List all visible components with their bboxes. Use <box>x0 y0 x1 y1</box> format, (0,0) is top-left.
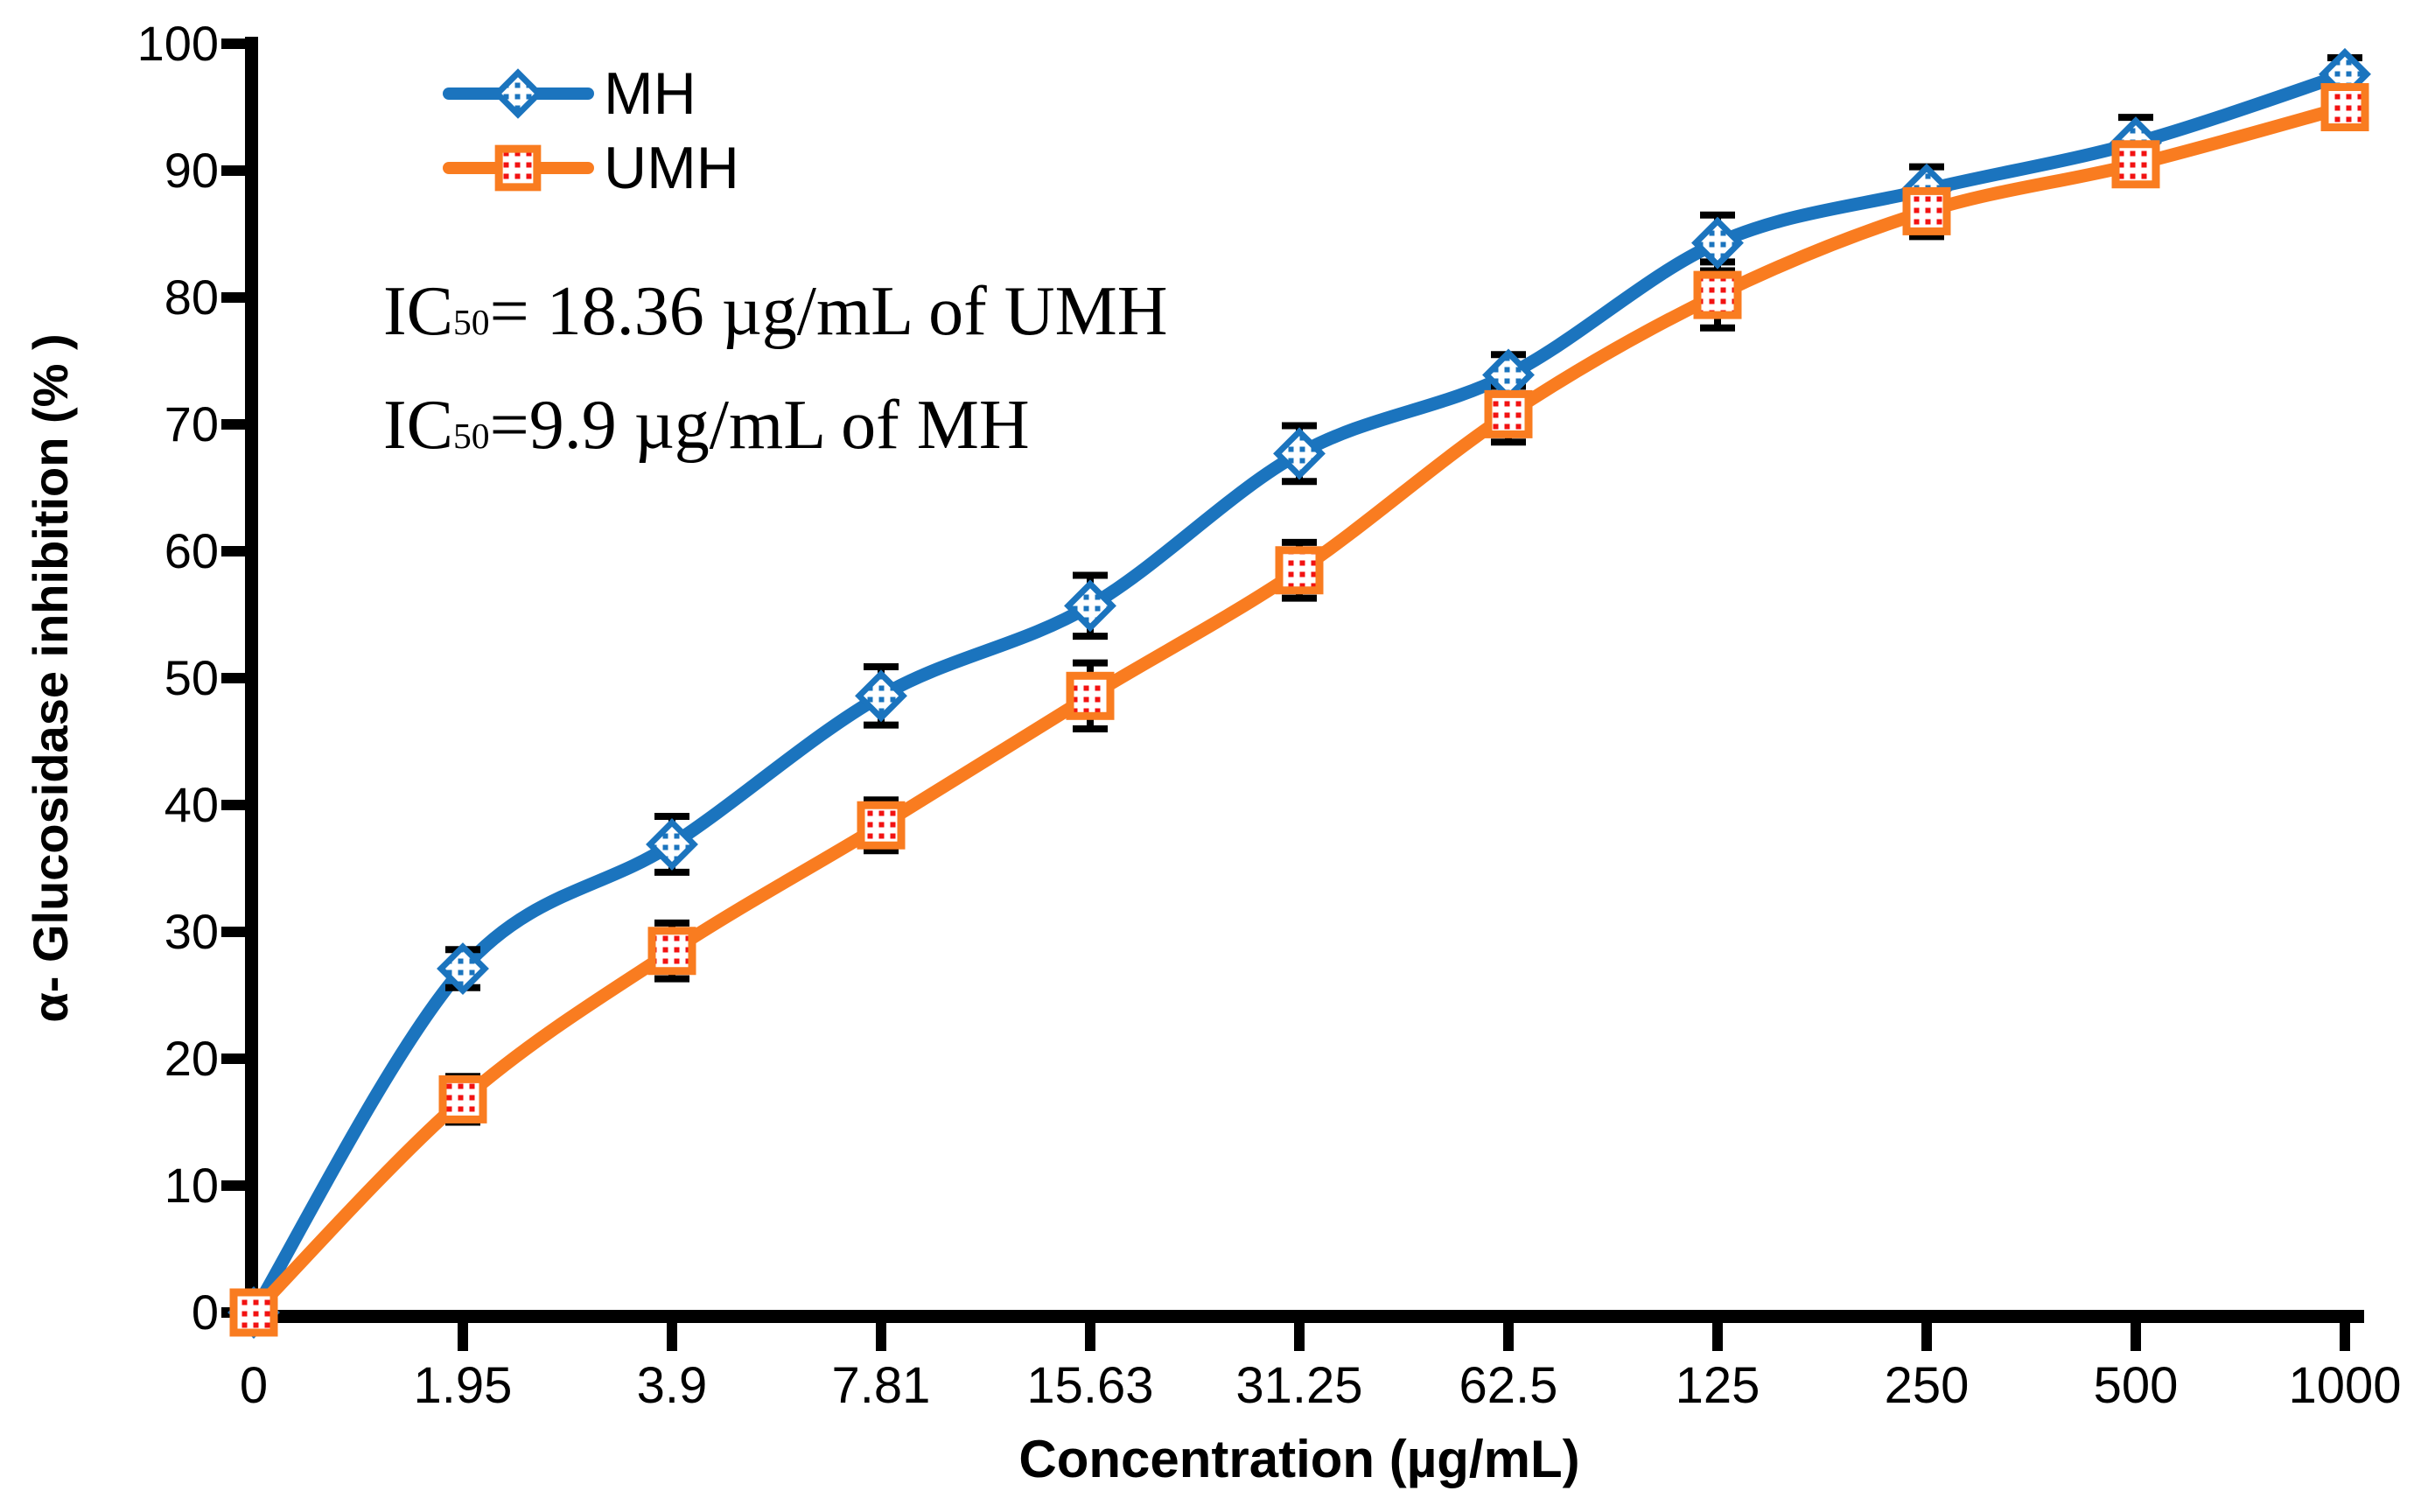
x-tick <box>1712 1323 1723 1351</box>
series-line-MH <box>247 67 2352 1320</box>
y-tick <box>221 419 245 430</box>
x-axis-title: Concentration (µg/mL) <box>1018 1430 1580 1488</box>
y-tick-label: 60 <box>164 523 219 578</box>
x-tick-label: 125 <box>1675 1357 1760 1414</box>
marker-square-UMH <box>2111 140 2160 189</box>
x-axis-line <box>245 1310 2364 1323</box>
annotation-prefix: IC <box>383 273 453 350</box>
y-tick-label: 0 <box>191 1284 219 1340</box>
marker-square-UMH <box>647 927 696 976</box>
x-tick <box>667 1323 677 1351</box>
y-tick <box>221 165 245 176</box>
x-tick-label: 7.81 <box>831 1357 931 1414</box>
annotation-text: = 18.36 µg/mL of UMH <box>489 273 1168 350</box>
x-tick-label: 1000 <box>2288 1357 2402 1414</box>
annotation-prefix: IC <box>383 387 453 464</box>
y-tick <box>221 1054 245 1064</box>
x-tick-label: 1.95 <box>413 1357 513 1414</box>
y-tick <box>221 673 245 683</box>
y-axis-line <box>245 37 258 1323</box>
y-tick-label: 40 <box>164 777 219 832</box>
y-tick-label: 20 <box>164 1031 219 1086</box>
x-tick-label: 3.9 <box>636 1357 708 1414</box>
marker-diamond-MH <box>646 818 698 871</box>
y-tick <box>221 546 245 556</box>
marker-square-UMH <box>1484 389 1533 438</box>
legend-label-umh: UMH <box>604 135 739 201</box>
x-tick <box>458 1323 468 1351</box>
marker-diamond-MH <box>1691 216 1744 270</box>
y-tick-label: 10 <box>164 1158 219 1213</box>
marker-diamond-MH <box>1064 579 1116 633</box>
marker-square-UMH <box>229 1288 278 1337</box>
marker-square-UMH <box>494 144 542 192</box>
y-tick <box>221 38 245 49</box>
annotation-text: =9.9 µg/mL of MH <box>489 387 1030 464</box>
y-tick-label: 80 <box>164 270 219 325</box>
y-tick <box>221 927 245 937</box>
marker-diamond-MH <box>855 669 907 723</box>
annotation-subscript: 50 <box>453 416 490 456</box>
y-tick <box>221 800 245 810</box>
legend-label-mh: MH <box>604 60 696 127</box>
x-tick <box>1921 1323 1932 1351</box>
marker-square-UMH <box>1275 546 1324 595</box>
x-tick <box>876 1323 886 1351</box>
marker-square-UMH <box>438 1074 487 1124</box>
y-tick-label: 100 <box>136 16 219 71</box>
x-tick-label: 15.63 <box>1026 1357 1154 1414</box>
x-tick-label: 0 <box>239 1357 269 1414</box>
marker-square-UMH <box>1693 270 1742 319</box>
y-tick <box>221 292 245 303</box>
marker-diamond-MH <box>493 68 543 119</box>
x-tick-label: 31.25 <box>1235 1357 1363 1414</box>
x-tick-label: 62.5 <box>1459 1357 1558 1414</box>
marker-diamond-MH <box>437 942 489 995</box>
marker-diamond-MH <box>1273 427 1326 480</box>
y-tick-label: 30 <box>164 904 219 959</box>
x-tick <box>1503 1323 1514 1351</box>
annotation-subscript: 50 <box>453 302 490 342</box>
x-tick-label: 250 <box>1884 1357 1970 1414</box>
marker-square-UMH <box>857 801 906 850</box>
y-tick-label: 50 <box>164 650 219 705</box>
x-tick <box>1294 1323 1305 1351</box>
marker-square-UMH <box>1902 186 1951 235</box>
x-tick-label: 500 <box>2093 1357 2179 1414</box>
y-tick-label: 70 <box>164 396 219 452</box>
marker-square-UMH <box>2320 83 2369 131</box>
x-tick <box>2131 1323 2141 1351</box>
x-tick <box>1085 1323 1095 1351</box>
y-tick <box>221 1180 245 1191</box>
y-tick-label: 90 <box>164 143 219 198</box>
marker-square-UMH <box>1066 671 1115 720</box>
ic50-annotation-mh: IC50=9.9 µg/mL of MH <box>383 388 1030 462</box>
ic50-annotation-umh: IC50= 18.36 µg/mL of UMH <box>383 275 1167 348</box>
x-tick <box>2340 1323 2350 1351</box>
